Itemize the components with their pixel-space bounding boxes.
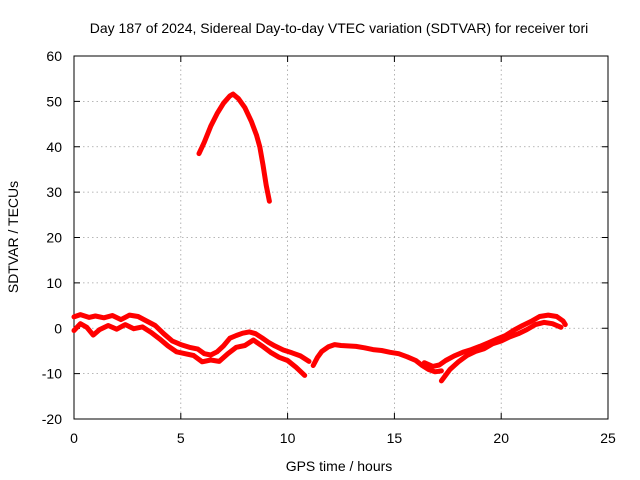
x-tick-label: 5 bbox=[177, 430, 185, 446]
series-line bbox=[438, 319, 564, 384]
x-tick-label: 0 bbox=[70, 430, 78, 446]
x-tick-label: 20 bbox=[493, 430, 509, 446]
y-tick-label: 20 bbox=[46, 230, 62, 246]
chart-title: Day 187 of 2024, Sidereal Day-to-day VTE… bbox=[90, 20, 589, 36]
y-tick-label: 60 bbox=[46, 48, 62, 64]
series-line bbox=[196, 91, 272, 204]
series-line bbox=[71, 312, 312, 364]
series-line bbox=[310, 342, 444, 375]
x-tick-label: 15 bbox=[387, 430, 403, 446]
x-axis-label: GPS time / hours bbox=[286, 458, 393, 474]
y-tick-label: 0 bbox=[54, 320, 62, 336]
y-tick-label: -20 bbox=[42, 411, 62, 427]
y-tick-label: 50 bbox=[46, 93, 62, 109]
y-axis-label: SDTVAR / TECUs bbox=[5, 181, 21, 293]
y-tick-label: -10 bbox=[42, 366, 62, 382]
series-line bbox=[71, 321, 308, 378]
axis-ticks: 0 5 10 15 20 25 -20 -10 0 10 20 30 40 50 60 bbox=[42, 48, 616, 446]
x-tick-label: 10 bbox=[280, 430, 296, 446]
x-tick-label: 25 bbox=[600, 430, 616, 446]
y-tick-label: 30 bbox=[46, 184, 62, 200]
y-tick-label: 10 bbox=[46, 275, 62, 291]
series-line bbox=[421, 312, 568, 369]
data-series bbox=[71, 91, 568, 384]
y-tick-label: 40 bbox=[46, 139, 62, 155]
